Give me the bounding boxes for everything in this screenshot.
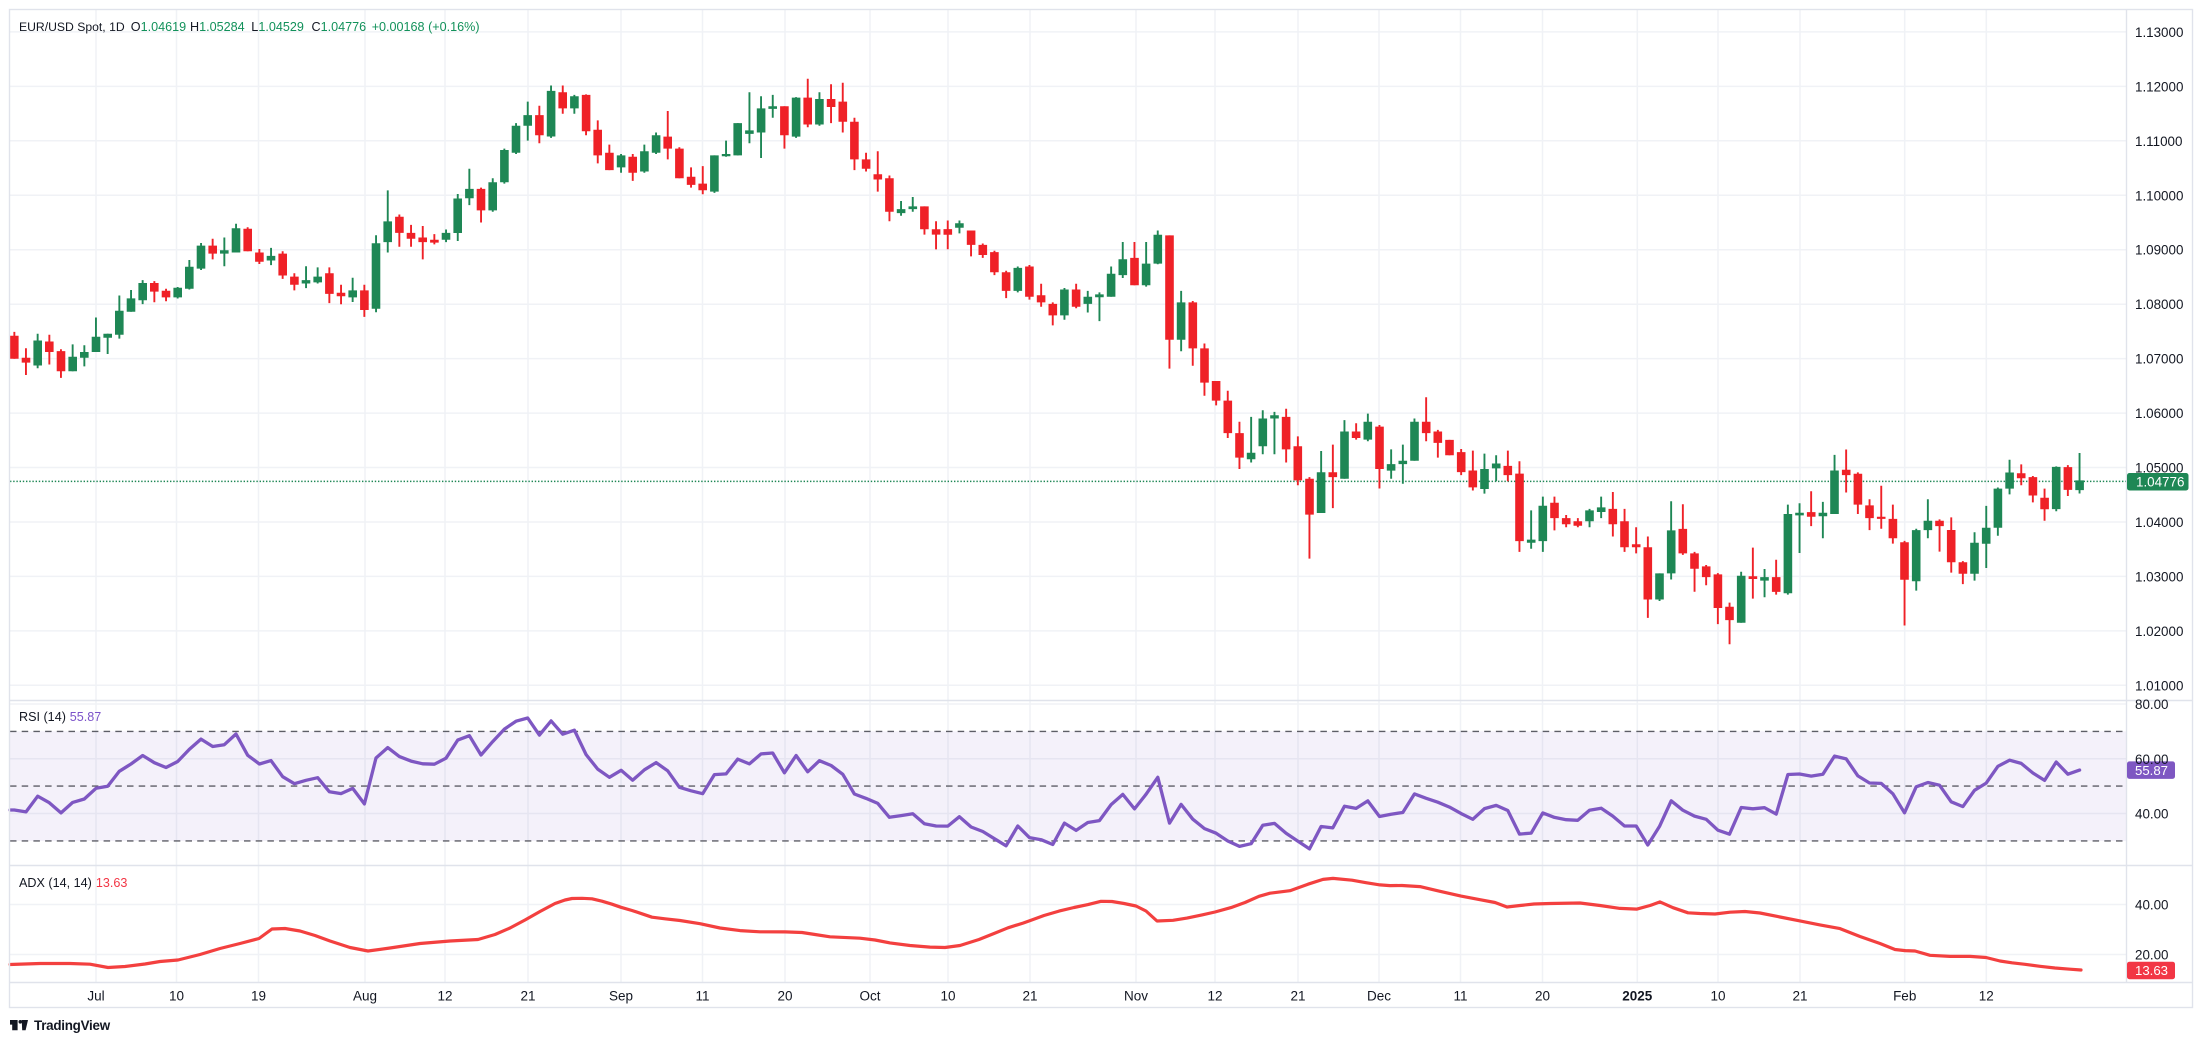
svg-text:19: 19 <box>251 988 266 1003</box>
svg-text:1.12000: 1.12000 <box>2135 79 2183 94</box>
svg-text:1.10000: 1.10000 <box>2135 188 2183 203</box>
svg-text:40.00: 40.00 <box>2135 898 2169 913</box>
svg-text:1.06000: 1.06000 <box>2135 406 2183 421</box>
svg-text:Feb: Feb <box>1893 988 1916 1003</box>
svg-text:20: 20 <box>1535 988 1550 1003</box>
svg-text:Nov: Nov <box>1124 988 1148 1003</box>
svg-text:10: 10 <box>169 988 184 1003</box>
svg-text:11: 11 <box>695 988 709 1003</box>
svg-text:1.13000: 1.13000 <box>2135 25 2183 40</box>
svg-text:2025: 2025 <box>1622 988 1653 1003</box>
svg-text:20: 20 <box>777 988 792 1003</box>
svg-text:1.07000: 1.07000 <box>2135 352 2183 367</box>
svg-text:1.04776: 1.04776 <box>2136 475 2184 490</box>
svg-text:Sep: Sep <box>609 988 633 1003</box>
svg-text:12: 12 <box>1207 988 1222 1003</box>
svg-text:12: 12 <box>1979 988 1994 1003</box>
svg-text:80.00: 80.00 <box>2135 697 2169 712</box>
svg-text:Oct: Oct <box>859 988 880 1003</box>
svg-text:Dec: Dec <box>1367 988 1391 1003</box>
svg-text:10: 10 <box>940 988 955 1003</box>
svg-text:12: 12 <box>437 988 452 1003</box>
svg-text:10: 10 <box>1710 988 1725 1003</box>
svg-text:1.05000: 1.05000 <box>2135 461 2183 476</box>
svg-text:21: 21 <box>520 988 535 1003</box>
svg-text:13.63: 13.63 <box>2135 963 2168 978</box>
svg-text:1.02000: 1.02000 <box>2135 624 2183 639</box>
svg-text:1.09000: 1.09000 <box>2135 243 2183 258</box>
svg-text:1.08000: 1.08000 <box>2135 297 2183 312</box>
svg-text:Jul: Jul <box>87 988 104 1003</box>
svg-text:55.87: 55.87 <box>2135 763 2168 778</box>
svg-text:Aug: Aug <box>353 988 377 1003</box>
svg-text:1.03000: 1.03000 <box>2135 569 2183 584</box>
svg-text:40.00: 40.00 <box>2135 807 2169 822</box>
svg-text:21: 21 <box>1022 988 1037 1003</box>
svg-text:20.00: 20.00 <box>2135 948 2169 963</box>
svg-text:21: 21 <box>1290 988 1305 1003</box>
svg-text:11: 11 <box>1453 988 1467 1003</box>
svg-text:21: 21 <box>1792 988 1807 1003</box>
svg-text:1.04000: 1.04000 <box>2135 515 2183 530</box>
svg-text:1.01000: 1.01000 <box>2135 678 2183 693</box>
svg-text:60.00: 60.00 <box>2135 752 2169 767</box>
svg-text:1.11000: 1.11000 <box>2135 134 2182 149</box>
